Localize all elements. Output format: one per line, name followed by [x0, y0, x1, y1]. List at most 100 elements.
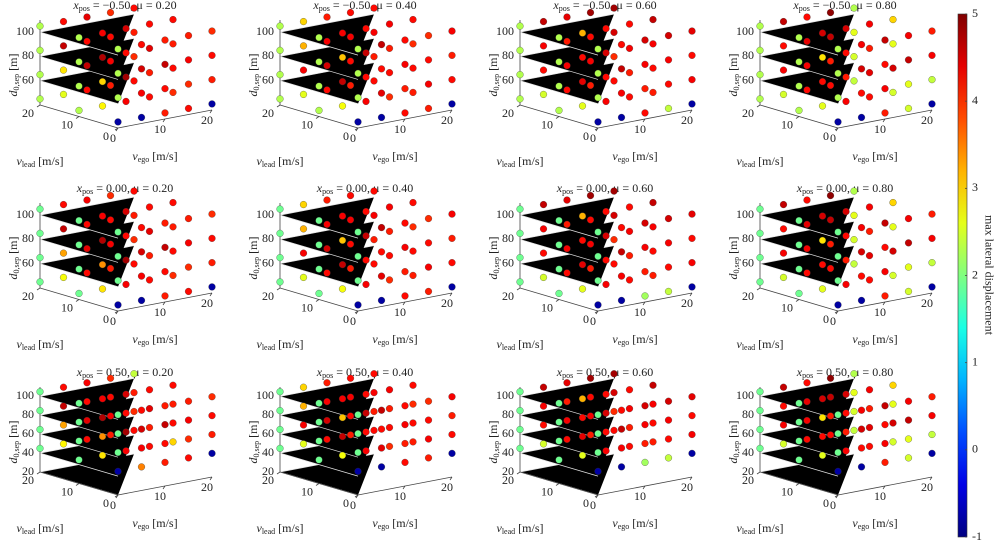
- point: [75, 58, 83, 66]
- point: [122, 256, 130, 264]
- point: [834, 118, 842, 126]
- chart-title-base: x: [792, 0, 799, 12]
- point: [818, 102, 827, 110]
- x-tick-label: 10: [634, 122, 646, 136]
- point: [377, 425, 386, 433]
- x-tick: [689, 292, 693, 297]
- point: [865, 442, 874, 450]
- z-axis-label: d0,sep [m]: [726, 236, 741, 279]
- z-tick-label: 40: [502, 445, 514, 459]
- point: [857, 444, 866, 452]
- point: [338, 53, 347, 61]
- z-axis-label-sub: 0,sep: [12, 257, 21, 274]
- point: [323, 379, 331, 387]
- z-axis-label: d0,sep [m]: [6, 236, 21, 279]
- y-axis-label-base: v: [17, 337, 23, 351]
- z-tick-label: 100: [16, 24, 34, 38]
- point: [208, 259, 216, 267]
- point: [377, 113, 386, 121]
- z-axis-label-rest: [m]: [6, 236, 20, 256]
- point: [184, 56, 193, 64]
- point: [850, 389, 858, 397]
- point: [641, 243, 649, 251]
- point: [370, 211, 378, 219]
- point: [516, 229, 524, 237]
- y-tick: [75, 299, 80, 302]
- point: [834, 94, 842, 102]
- point: [106, 57, 115, 65]
- point: [881, 85, 889, 93]
- point: [803, 220, 811, 228]
- point: [276, 46, 284, 54]
- point: [586, 412, 595, 420]
- point: [516, 444, 524, 452]
- y-tick: [315, 299, 320, 302]
- point: [578, 451, 587, 459]
- point: [98, 78, 107, 86]
- y-tick-label: 10: [61, 484, 73, 498]
- point: [889, 64, 897, 72]
- point: [161, 268, 169, 276]
- y-axis: [39, 104, 119, 129]
- point: [610, 370, 618, 378]
- x-tick-label: 0: [110, 498, 116, 512]
- point: [276, 95, 284, 103]
- y-axis-label-sub: lead: [502, 527, 515, 536]
- point: [161, 402, 169, 410]
- point: [299, 18, 308, 26]
- point: [130, 4, 138, 12]
- point: [610, 260, 618, 268]
- point: [563, 398, 571, 406]
- y-axis: [39, 287, 119, 312]
- point: [779, 273, 788, 281]
- point: [881, 421, 889, 429]
- point: [338, 236, 347, 244]
- point: [641, 219, 649, 227]
- z-tick-label: 100: [736, 24, 754, 38]
- point: [385, 93, 394, 101]
- x-tick-label: 10: [874, 305, 886, 319]
- point: [688, 234, 696, 242]
- point: [641, 85, 649, 93]
- z-axis-label-rest: [m]: [726, 53, 740, 73]
- z-axis-label-base: d: [726, 457, 740, 464]
- point: [36, 278, 44, 286]
- z-tick-label: 100: [256, 207, 274, 221]
- point: [75, 217, 83, 225]
- point: [904, 435, 913, 443]
- point: [385, 405, 394, 413]
- point: [98, 236, 107, 244]
- point: [641, 60, 649, 68]
- point: [208, 234, 216, 242]
- point: [377, 89, 386, 97]
- x-tick-label: 10: [154, 122, 166, 136]
- point: [857, 89, 866, 97]
- point: [555, 456, 563, 464]
- y-tick-label: 20: [502, 106, 514, 120]
- point: [586, 374, 595, 382]
- point: [161, 85, 169, 93]
- point: [594, 118, 602, 126]
- point: [299, 225, 308, 233]
- point: [299, 249, 308, 257]
- x-axis: [117, 292, 213, 312]
- point: [409, 400, 417, 408]
- z-axis-label-base: d: [246, 457, 260, 464]
- point: [130, 53, 138, 61]
- chart-title-sub: pos: [802, 187, 813, 196]
- z-tick-label: 100: [496, 388, 514, 402]
- y-axis-label-sub: lead: [22, 343, 35, 352]
- x-axis: [597, 476, 693, 496]
- y-axis-label: vlead [m/s]: [257, 337, 304, 352]
- z-axis-label-sub: 0,sep: [252, 74, 261, 91]
- x-tick-label: 20: [681, 296, 693, 310]
- y-tick: [795, 299, 800, 302]
- x-axis-label-rest: [m/s]: [149, 516, 177, 530]
- point: [377, 248, 386, 256]
- point: [161, 60, 169, 68]
- chart-title-sub: pos: [82, 187, 93, 196]
- z-tick-label: 60: [742, 255, 754, 269]
- chart-title: xpos = 0.50, μ = 0.60: [556, 365, 653, 380]
- y-tick: [75, 483, 80, 486]
- x-tick: [449, 292, 453, 297]
